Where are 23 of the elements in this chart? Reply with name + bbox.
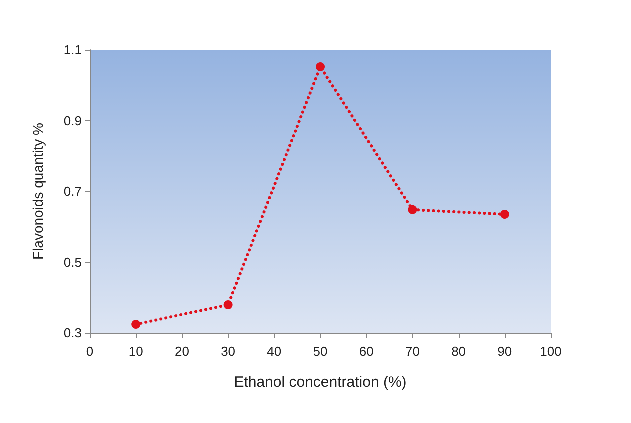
y-tick-label: 0.3 <box>64 326 82 340</box>
x-axis-title: Ethanol concentration (%) <box>234 374 407 391</box>
y-axis-title: Flavonoids quantity % <box>30 123 46 260</box>
point <box>408 205 418 214</box>
point <box>132 320 141 330</box>
y-tick-label: 0.7 <box>64 184 82 199</box>
x-tick-label: 10 <box>128 344 144 359</box>
x-tick-label: 30 <box>221 344 236 359</box>
point <box>316 62 325 72</box>
x-tick-label: 80 <box>452 344 466 359</box>
y-tick-label: 0.9 <box>64 113 82 128</box>
point <box>500 210 510 219</box>
x-tick-label: 50 <box>313 344 328 359</box>
point <box>224 300 233 310</box>
x-tick-label: 20 <box>174 344 190 359</box>
x-tick-label: 70 <box>405 344 420 359</box>
x-tick-label: 60 <box>359 344 374 359</box>
y-tick-label: 1.1 <box>64 42 82 58</box>
x-tick-label: 0 <box>86 344 94 359</box>
x-tick-label: 40 <box>267 344 282 359</box>
x-tick-label: 90 <box>498 344 512 359</box>
x-tick-label: 100 <box>540 344 562 359</box>
y-tick-label: 0.5 <box>64 254 82 270</box>
